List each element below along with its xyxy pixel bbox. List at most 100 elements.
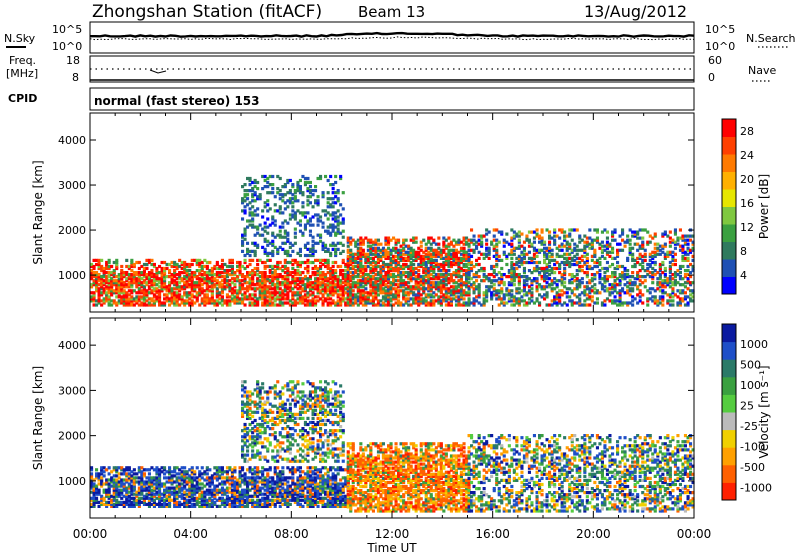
echo-cell bbox=[663, 275, 667, 279]
echo-cell bbox=[467, 289, 471, 293]
echo-cell bbox=[361, 281, 365, 285]
echo-cell bbox=[243, 275, 247, 279]
echo-cell bbox=[459, 258, 463, 262]
echo-cell bbox=[105, 266, 109, 271]
echo-cell bbox=[107, 289, 111, 293]
echo-cell bbox=[215, 283, 219, 287]
echo-cell bbox=[120, 269, 124, 273]
echo-cell bbox=[243, 291, 247, 295]
echo-cell bbox=[278, 297, 282, 301]
echo-cell bbox=[409, 303, 413, 307]
echo-cell bbox=[334, 251, 338, 255]
echo-cell bbox=[449, 252, 453, 256]
echo-cell bbox=[298, 191, 302, 195]
echo-cell bbox=[163, 494, 167, 498]
echo-cell bbox=[306, 277, 310, 281]
echo-cell bbox=[220, 287, 224, 291]
echo-cell bbox=[105, 502, 109, 506]
echo-cell bbox=[346, 248, 350, 252]
echo-cell bbox=[140, 285, 144, 289]
echo-cell bbox=[170, 490, 174, 494]
echo-cell bbox=[349, 291, 353, 295]
echo-cell bbox=[575, 295, 579, 299]
echo-cell bbox=[170, 273, 174, 277]
echo-cell bbox=[424, 269, 428, 273]
echo-cell bbox=[173, 474, 177, 478]
echo-cell bbox=[424, 246, 428, 250]
echo-cell bbox=[95, 273, 99, 277]
echo-cell bbox=[125, 468, 129, 472]
echo-cell bbox=[230, 266, 234, 271]
echo-cell bbox=[374, 283, 378, 287]
echo-cell bbox=[246, 189, 250, 193]
echo-cell bbox=[147, 287, 151, 291]
echo-cell bbox=[341, 191, 345, 195]
echo-cell bbox=[681, 246, 685, 250]
echo-cell bbox=[540, 248, 544, 252]
echo-cell bbox=[437, 266, 441, 271]
echo-cell bbox=[502, 273, 506, 277]
echo-cell bbox=[105, 490, 109, 494]
echo-cell bbox=[517, 297, 521, 301]
echo-cell bbox=[248, 281, 252, 285]
echo-cell bbox=[273, 271, 277, 275]
echo-cell bbox=[641, 281, 645, 285]
echo-cell bbox=[117, 484, 121, 488]
echo-cell bbox=[163, 271, 167, 275]
echo-cell bbox=[286, 277, 290, 281]
echo-cell bbox=[200, 279, 204, 283]
echo-cell bbox=[173, 269, 177, 273]
echo-cell bbox=[263, 303, 267, 307]
echo-cell bbox=[281, 225, 285, 229]
echo-cell bbox=[102, 287, 106, 291]
echo-cell bbox=[137, 486, 141, 490]
echo-cell bbox=[651, 271, 655, 275]
echo-cell bbox=[311, 243, 315, 247]
echo-cell bbox=[389, 256, 393, 260]
echo-cell bbox=[92, 291, 96, 295]
echo-cell bbox=[414, 301, 418, 305]
echo-cell bbox=[339, 281, 343, 285]
echo-cell bbox=[334, 253, 338, 258]
echo-cell bbox=[137, 466, 141, 470]
echo-cell bbox=[173, 500, 177, 504]
echo-cell bbox=[374, 287, 378, 291]
echo-cell bbox=[628, 279, 632, 283]
echo-cell bbox=[288, 197, 292, 201]
echo-cell bbox=[354, 260, 358, 265]
echo-cell bbox=[291, 262, 295, 267]
echo-cell bbox=[303, 285, 307, 289]
echo-cell bbox=[147, 498, 151, 502]
echo-cell bbox=[631, 287, 635, 291]
echo-cell bbox=[173, 494, 177, 498]
echo-cell bbox=[563, 260, 567, 265]
echo-cell bbox=[286, 239, 290, 243]
echo-cell bbox=[278, 189, 282, 193]
echo-cell bbox=[371, 271, 375, 275]
echo-cell bbox=[168, 291, 172, 295]
echo-cell bbox=[666, 252, 670, 256]
echo-cell bbox=[434, 260, 438, 265]
echo-cell bbox=[603, 281, 607, 285]
echo-cell bbox=[389, 260, 393, 265]
echo-cell bbox=[429, 287, 433, 291]
echo-cell bbox=[276, 249, 280, 253]
echo-cell bbox=[553, 295, 557, 299]
echo-cell bbox=[127, 500, 131, 504]
echo-cell bbox=[324, 283, 328, 287]
echo-cell bbox=[605, 266, 609, 271]
echo-cell bbox=[319, 260, 323, 265]
echo-cell bbox=[178, 287, 182, 291]
echo-cell bbox=[203, 299, 207, 303]
echo-cell bbox=[140, 466, 144, 470]
echo-cell bbox=[301, 201, 305, 205]
echo-cell bbox=[331, 301, 335, 305]
echo-cell bbox=[334, 233, 338, 237]
echo-cell bbox=[115, 466, 119, 470]
echo-cell bbox=[689, 299, 693, 303]
echo-cell bbox=[510, 266, 514, 271]
echo-cell bbox=[500, 232, 504, 236]
echo-cell bbox=[550, 248, 554, 252]
echo-cell bbox=[268, 207, 272, 211]
echo-cell bbox=[248, 273, 252, 277]
